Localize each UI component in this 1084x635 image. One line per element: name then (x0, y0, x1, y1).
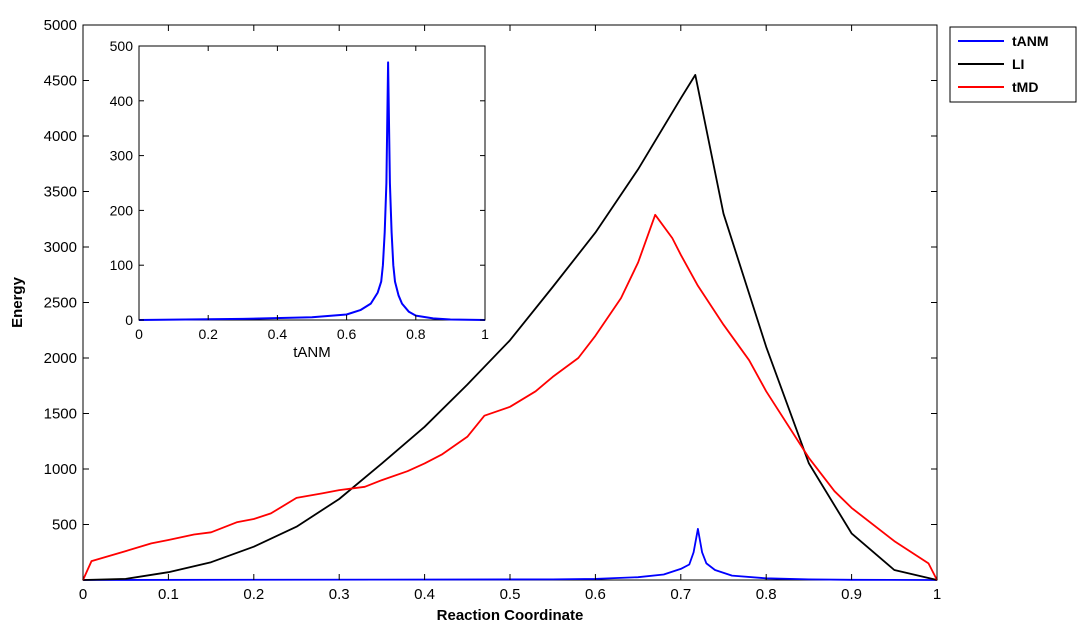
x-tick-label: 0.8 (756, 586, 777, 603)
y-tick-label: 4500 (44, 73, 77, 90)
series-line-tANM (82, 528, 938, 581)
legend-label-tMD: tMD (1012, 79, 1038, 95)
x-tick-label: 0.1 (158, 586, 179, 603)
inset-x-tick-label: 1 (481, 326, 489, 342)
x-tick-label: 0.9 (841, 586, 862, 603)
inset-y-tick-label: 400 (110, 93, 134, 109)
legend-label-tANM: tANM (1012, 33, 1049, 49)
x-tick-label: 0.3 (329, 586, 350, 603)
inset-plot-area (138, 45, 486, 321)
inset-y-tick-label: 0 (125, 312, 133, 328)
x-tick-label: 0 (79, 586, 87, 603)
x-tick-label: 0.4 (414, 586, 435, 603)
inset-y-tick-label: 200 (110, 202, 134, 218)
legend-label-LI: LI (1012, 56, 1024, 72)
y-tick-label: 2500 (44, 295, 77, 312)
y-tick-label: 2000 (44, 350, 77, 367)
y-tick-label: 3500 (44, 184, 77, 201)
x-tick-label: 0.7 (670, 586, 691, 603)
inset-x-tick-label: 0.6 (337, 326, 357, 342)
inset-x-axis-title: tANM (293, 344, 331, 361)
inset-x-tick-label: 0.4 (268, 326, 288, 342)
x-tick-label: 1 (933, 586, 941, 603)
y-axis-title: Energy (9, 276, 26, 328)
x-tick-label: 0.5 (500, 586, 521, 603)
y-tick-label: 3000 (44, 239, 77, 256)
y-tick-label: 4000 (44, 128, 77, 145)
y-tick-label: 500 (52, 517, 77, 534)
y-tick-label: 1000 (44, 461, 77, 478)
y-tick-label: 5000 (44, 17, 77, 34)
series-line-tMD (82, 213, 938, 581)
legend: tANM LI tMD (949, 26, 1077, 103)
inset-x-tick-label: 0 (135, 326, 143, 342)
inset-y-tick-label: 100 (110, 257, 134, 273)
inset-y-tick-label: 300 (110, 148, 134, 164)
y-tick-label: 1500 (44, 406, 77, 423)
inset-y-tick-label: 500 (110, 38, 134, 54)
inset-chart: 0 0.2 0.4 0.6 0.8 1 0 100 200 300 400 500 tANM (110, 38, 489, 361)
inset-x-tick-label: 0.2 (198, 326, 218, 342)
x-tick-label: 0.2 (243, 586, 264, 603)
inset-series-line-0 (138, 61, 486, 321)
series-line-LI (82, 74, 938, 581)
x-axis-title: Reaction Coordinate (437, 607, 584, 624)
inset-x-tick-label: 0.8 (406, 326, 426, 342)
x-tick-label: 0.6 (585, 586, 606, 603)
